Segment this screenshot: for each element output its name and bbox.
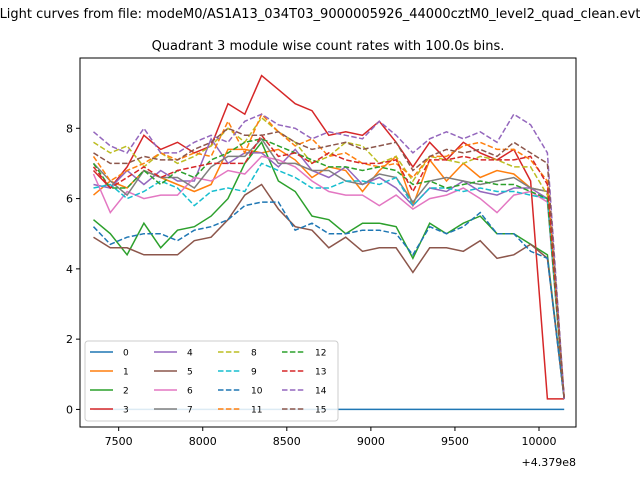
series-line-9 [93,162,565,399]
legend-label-9: 9 [251,368,257,378]
figure-suptitle: Light curves from file: modeM0/AS1A13_03… [0,7,640,22]
y-tick-label: 8 [66,122,73,135]
legend-label-14: 14 [315,387,327,397]
x-offset-label: +4.379e8 [522,456,576,469]
series-line-13 [92,133,565,399]
series-line-11 [92,112,565,399]
series-line-3 [92,74,565,400]
chart-title: Quadrant 3 module wise count rates with … [152,39,505,54]
axes-frame [79,57,577,428]
legend-label-13: 13 [315,368,326,378]
series-line-7 [92,137,565,399]
legend-label-12: 12 [315,349,326,359]
legend-label-5: 5 [187,368,193,378]
legend-label-11: 11 [251,406,262,416]
x-tick-label: 10000 [522,435,557,448]
y-tick-label: 0 [66,403,73,416]
y-tick-label: 6 [66,193,73,206]
legend-label-15: 15 [315,406,326,416]
legend-label-2: 2 [123,387,129,397]
x-tick-label: 9000 [357,435,385,448]
x-tick-label: 8500 [273,435,301,448]
legend-label-4: 4 [187,349,193,359]
series-line-10 [92,201,565,399]
series-line-15 [93,127,565,399]
x-tick-label: 8000 [189,435,217,448]
series-line-6 [92,155,565,399]
legend-label-0: 0 [123,349,129,359]
legend-label-6: 6 [187,387,193,397]
series-line-14 [93,113,565,399]
legend-label-3: 3 [123,406,129,416]
legend-label-10: 10 [251,387,263,397]
x-axis: 7500 8000 8500 9000 9500 10000 [105,427,557,448]
legend-label-8: 8 [251,349,257,359]
series-line-12 [92,138,565,399]
series-line-5 [93,183,565,399]
legend-label-1: 1 [123,368,129,378]
y-tick-label: 4 [66,263,73,276]
x-tick-label: 9500 [441,435,469,448]
series-line-2 [93,140,565,399]
plot-area [92,74,565,411]
legend-label-7: 7 [187,406,193,416]
x-tick-label: 7500 [105,435,133,448]
y-axis: 0 2 4 6 8 [66,122,80,416]
legend-frame [84,340,339,422]
y-tick-label: 2 [66,333,73,346]
